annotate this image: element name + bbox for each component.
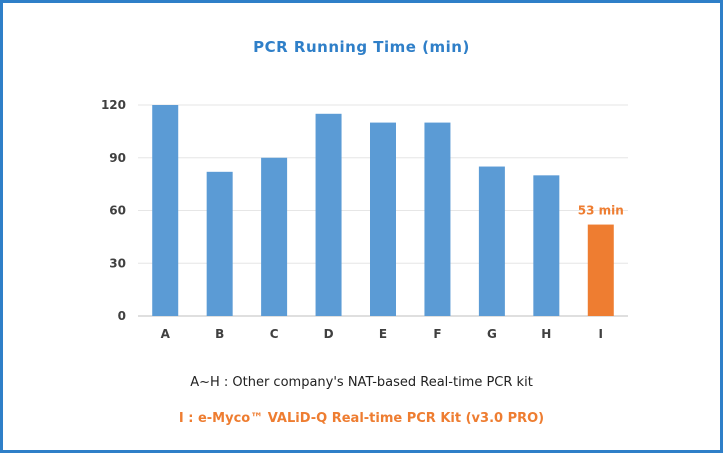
bar-e xyxy=(370,122,396,316)
x-tick-label: H xyxy=(541,327,551,341)
x-tick-label: E xyxy=(379,327,387,341)
x-tick-label: F xyxy=(433,327,441,341)
labels: 0 30 60 90 120 A B C D E F G H I 53 min xyxy=(101,98,624,341)
y-tick-label: 60 xyxy=(109,204,126,218)
y-tick-label: 0 xyxy=(118,309,126,323)
bar-b xyxy=(206,171,233,316)
bar-c xyxy=(261,157,288,316)
x-tick-label: B xyxy=(215,327,224,341)
bar-f xyxy=(424,122,451,316)
bar-d xyxy=(315,113,342,317)
x-tick-label: I xyxy=(599,327,603,341)
chart-title: PCR Running Time (min) xyxy=(253,38,470,56)
bar-i xyxy=(587,224,614,316)
bar-h xyxy=(533,175,560,316)
legend-others: A~H : Other company's NAT-based Real-tim… xyxy=(190,375,533,390)
x-tick-label: D xyxy=(324,327,334,341)
y-tick-label: 90 xyxy=(109,151,126,165)
y-tick-label: 30 xyxy=(109,256,126,270)
bars xyxy=(152,105,614,317)
y-tick-label: 120 xyxy=(101,98,126,112)
bar-a xyxy=(152,105,179,316)
bar-g xyxy=(478,166,505,316)
x-tick-label: G xyxy=(487,327,497,341)
legend-highlight: I : e-Myco™ VALiD-Q Real-time PCR Kit (v… xyxy=(178,411,545,426)
x-tick-label: C xyxy=(270,327,279,341)
x-tick-label: A xyxy=(161,327,171,341)
data-label: 53 min xyxy=(578,204,624,218)
